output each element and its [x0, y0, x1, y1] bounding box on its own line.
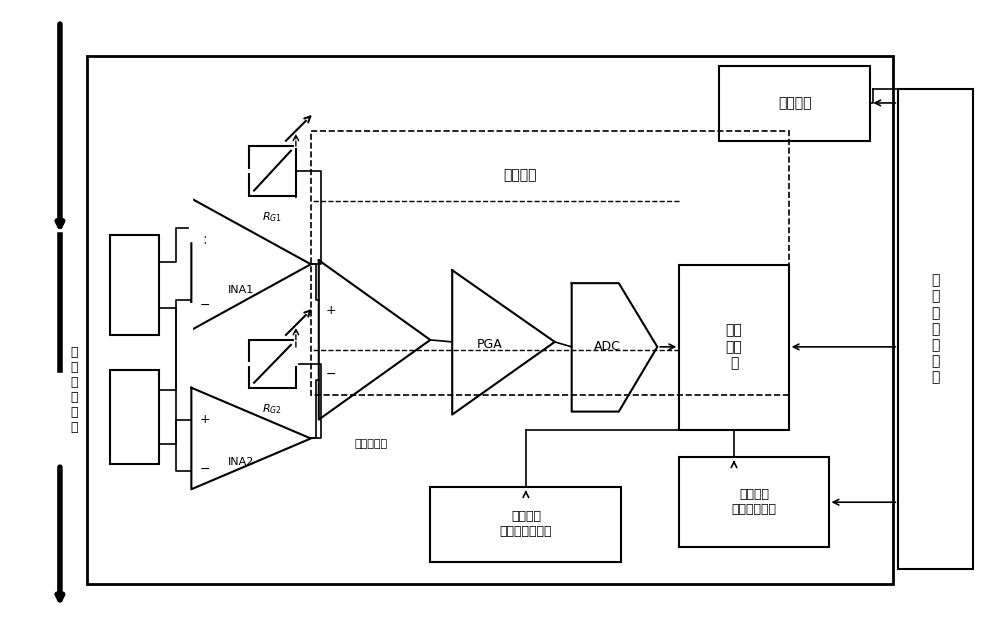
Text: INA2: INA2 [228, 458, 254, 467]
Text: 电
源
及
控
制
接
口: 电 源 及 控 制 接 口 [931, 273, 939, 385]
Text: PGA: PGA [477, 339, 503, 351]
Text: $R_{G1}$: $R_{G1}$ [262, 210, 282, 224]
Text: +: + [199, 413, 210, 426]
Bar [87, 56, 893, 584]
Bar [898, 89, 973, 569]
Bar [110, 370, 159, 465]
Text: 增益控制: 增益控制 [503, 169, 537, 183]
Text: −: − [199, 463, 210, 476]
Text: −: − [326, 368, 336, 381]
Bar [249, 146, 296, 196]
Bar [430, 488, 621, 562]
Text: $R_{G2}$: $R_{G2}$ [262, 403, 282, 417]
Text: −: − [199, 298, 210, 312]
Bar [679, 458, 829, 547]
Text: 隔离电源: 隔离电源 [778, 96, 811, 110]
Text: INA1: INA1 [228, 285, 254, 295]
Bar [679, 265, 789, 429]
Bar [110, 235, 159, 335]
Text: +: + [326, 304, 336, 316]
Text: +: + [199, 234, 210, 247]
Text: 数据接口
（光纤收发器）: 数据接口 （光纤收发器） [500, 510, 552, 538]
Bar [311, 131, 789, 395]
Text: 控制接口
（光耦隔离）: 控制接口 （光耦隔离） [731, 488, 776, 516]
Text: ADC: ADC [594, 341, 621, 353]
Bar [719, 66, 870, 141]
Text: 差分衰减器: 差分衰减器 [354, 440, 387, 449]
Text: 信号
处理
器: 信号 处理 器 [726, 324, 742, 370]
Bar [249, 340, 296, 388]
Text: 精
密
无
感
电
阻: 精 密 无 感 电 阻 [70, 346, 78, 434]
